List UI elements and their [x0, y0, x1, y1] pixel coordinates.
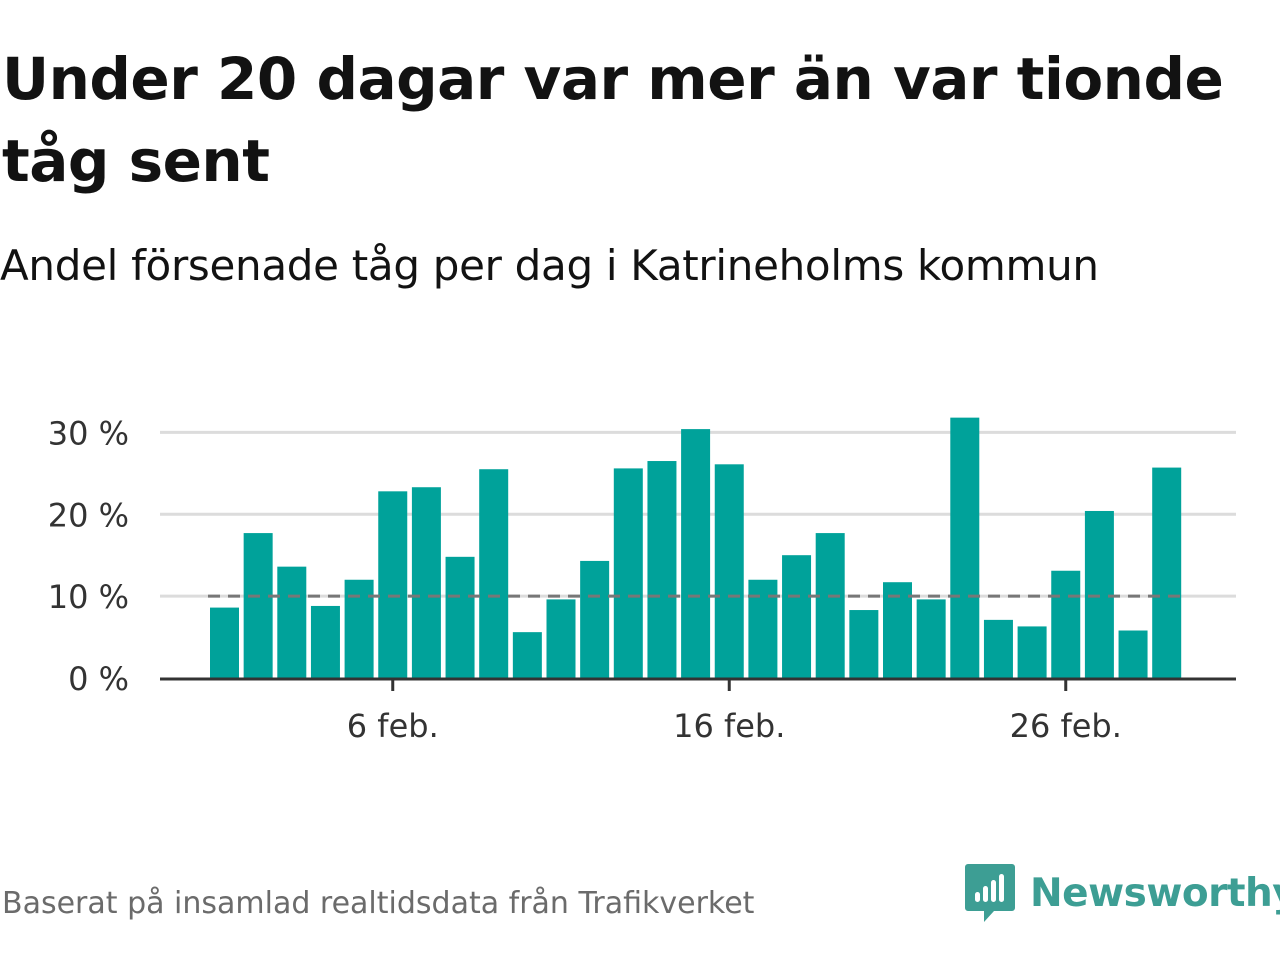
bar	[310, 605, 340, 678]
bar	[512, 632, 542, 678]
x-tick-label: 26 feb.	[1010, 707, 1122, 745]
y-tick-label: 30 %	[48, 414, 129, 452]
bar-chart: 0 % 10 % 20 % 30 % 6 feb. 16 feb. 26 feb.	[48, 414, 1236, 745]
bar	[277, 566, 307, 678]
bar	[883, 582, 912, 678]
y-tick-label: 20 %	[48, 496, 129, 534]
bar	[1118, 630, 1148, 678]
bar	[983, 619, 1013, 678]
bar	[681, 429, 711, 678]
chart-title: Under 20 dagar var mer än var tionde tåg…	[2, 45, 1224, 195]
y-tick-label: 10 %	[48, 578, 129, 616]
brand-logo[interactable]: Newsworthy	[964, 862, 1280, 924]
bar	[748, 579, 778, 678]
x-tick-label: 16 feb.	[673, 707, 785, 745]
bar	[613, 468, 643, 678]
bars	[210, 417, 1182, 678]
bar	[1017, 626, 1047, 678]
bar	[344, 579, 374, 678]
x-tick-label: 6 feb.	[347, 707, 439, 745]
bar	[580, 560, 610, 678]
source-note: Baserat på insamlad realtidsdata från Tr…	[2, 886, 755, 921]
bar	[782, 555, 812, 678]
bar	[647, 461, 677, 678]
bar	[1084, 510, 1114, 678]
newsworthy-logo-icon	[965, 864, 1015, 922]
bar	[243, 533, 273, 678]
bar	[411, 487, 441, 678]
tick-labels: 0 % 10 % 20 % 30 % 6 feb. 16 feb. 26 feb.	[48, 414, 1122, 745]
bar	[849, 610, 879, 678]
bar	[210, 607, 239, 678]
bar	[479, 469, 509, 678]
bar	[445, 556, 475, 678]
bar	[950, 417, 980, 678]
bar	[916, 599, 946, 678]
brand-name: Newsworthy	[1030, 870, 1280, 916]
y-tick-label: 0 %	[68, 660, 129, 698]
bar	[546, 599, 576, 678]
bar	[1152, 467, 1182, 678]
bar	[1051, 570, 1081, 678]
bar	[378, 491, 408, 678]
bar	[714, 464, 744, 678]
bar	[815, 533, 845, 678]
chart-subtitle: Andel försenade tåg per dag i Katrinehol…	[0, 241, 1099, 290]
axes	[160, 677, 1236, 691]
